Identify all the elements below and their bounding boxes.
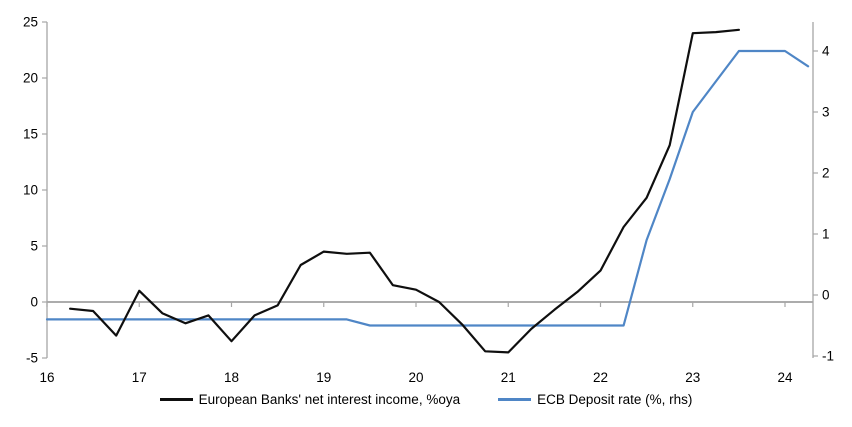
left-axis-tick-label: 25 [23, 15, 38, 30]
nii-legend-label: European Banks' net interest income, %oy… [198, 392, 461, 407]
ecb-deposit-rate-line [45, 49, 810, 327]
nii-line-swatch-icon [159, 398, 193, 401]
legend-item-nii: European Banks' net interest income, %oy… [159, 392, 461, 407]
left-axis-tick-label: -5 [26, 351, 38, 366]
left-axis-tick-label: 0 [30, 295, 38, 310]
right-axis-tick-label: 0 [822, 288, 830, 303]
left-axis-tick-label: 20 [23, 71, 38, 86]
left-axis-tick-label: 15 [23, 127, 38, 142]
nii-line [68, 28, 741, 354]
chart-legend: European Banks' net interest income, %oy… [0, 392, 852, 407]
right-axis-tick-label: 3 [822, 105, 830, 120]
ecb-legend-label: ECB Deposit rate (%, rhs) [537, 392, 693, 407]
left-axis-tick-label: 5 [30, 239, 38, 254]
x-axis-tick-label: 20 [408, 370, 423, 385]
right-axis-tick-label: 2 [822, 166, 830, 181]
right-axis-tick-label: -1 [822, 349, 834, 364]
x-axis-tick-label: 18 [224, 370, 239, 385]
x-axis-tick-label: 24 [777, 370, 793, 385]
right-axis-tick-label: 1 [822, 227, 830, 242]
x-axis-tick-label: 21 [501, 370, 516, 385]
right-axis-tick-label: 4 [822, 44, 830, 59]
ecb-line-swatch-icon [498, 398, 532, 401]
left-axis-tick-label: 10 [23, 183, 38, 198]
legend-item-ecb: ECB Deposit rate (%, rhs) [498, 392, 692, 407]
x-axis-tick-label: 23 [685, 370, 700, 385]
x-axis-tick-label: 19 [316, 370, 331, 385]
x-axis-tick-label: 17 [132, 370, 147, 385]
x-axis-tick-label: 16 [39, 370, 54, 385]
x-axis-tick-label: 22 [593, 370, 608, 385]
